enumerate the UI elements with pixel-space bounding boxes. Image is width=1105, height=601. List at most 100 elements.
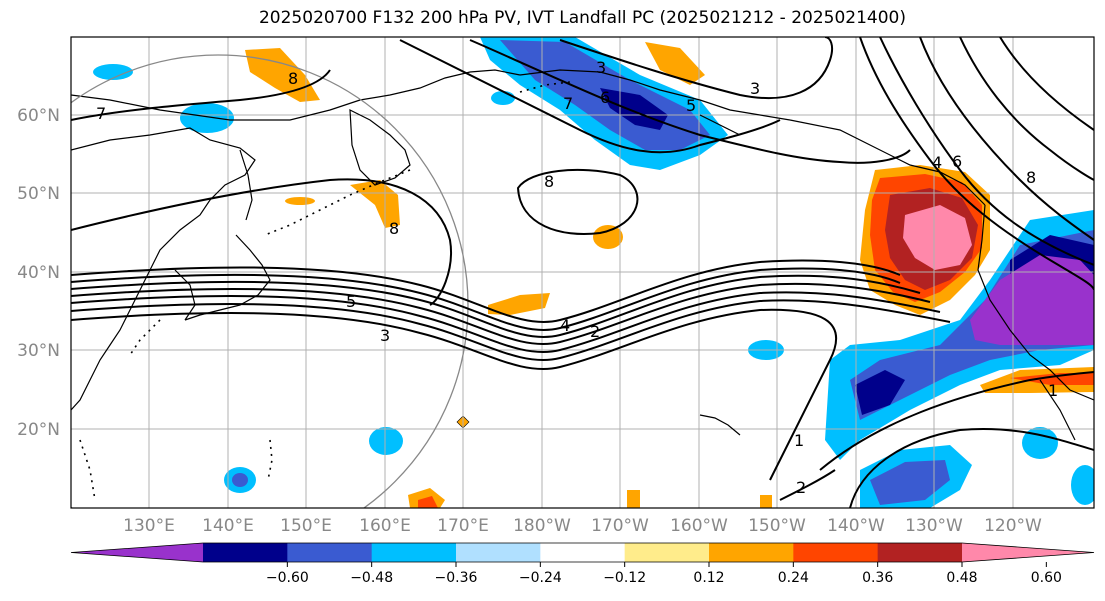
alaska-peninsula bbox=[699, 114, 741, 136]
coastlines bbox=[71, 69, 1094, 441]
lon-label: 130°E bbox=[123, 516, 175, 536]
contour-label: 8 bbox=[1026, 168, 1036, 187]
colorbar-segment bbox=[371, 543, 457, 562]
colorbar-tick-label: −0.48 bbox=[350, 570, 393, 586]
colorbar-segment bbox=[456, 543, 541, 562]
colorbar-segment bbox=[540, 543, 626, 562]
lat-label: 30°N bbox=[17, 341, 60, 361]
negative-region-east-dark bbox=[855, 370, 905, 415]
contour-label: 7 bbox=[563, 94, 573, 113]
contour-label: 8 bbox=[288, 69, 298, 88]
contour-label: 8 bbox=[544, 172, 554, 191]
baja bbox=[1039, 379, 1076, 441]
canada-coast bbox=[789, 119, 986, 206]
lon-label: 140°E bbox=[202, 516, 254, 536]
negative-patch bbox=[369, 427, 403, 455]
contour-label: 8 bbox=[389, 219, 399, 238]
lon-label: 150°W bbox=[748, 516, 806, 536]
negative-region-north-dark bbox=[600, 88, 668, 130]
map-panel: 7 8 3 6 7 5 3 8 8 6 8 5 3 4 2 1 2 1 4 bbox=[71, 37, 1094, 508]
colorbar-outline bbox=[70, 542, 1095, 563]
contour-label: 4 bbox=[560, 316, 570, 335]
contour-label: 1 bbox=[794, 431, 804, 450]
contour-label: 6 bbox=[600, 88, 610, 107]
contour-label: 5 bbox=[686, 96, 696, 115]
colorbar-tick-label: −0.60 bbox=[266, 570, 309, 586]
lon-label: 160°E bbox=[359, 516, 411, 536]
contour-label: 7 bbox=[96, 104, 106, 123]
negative-patch bbox=[93, 64, 133, 80]
radius-circle bbox=[71, 54, 469, 508]
asia-coast bbox=[71, 127, 256, 411]
korea bbox=[174, 269, 196, 321]
positive-patch-south3 bbox=[760, 495, 772, 508]
map-title: 2025020700 F132 200 hPa PV, IVT Landfall… bbox=[258, 8, 906, 28]
negative-patch bbox=[491, 91, 515, 105]
colorbar-extend-high bbox=[962, 543, 1094, 562]
lon-label: 170°E bbox=[437, 516, 489, 536]
alaska bbox=[519, 69, 791, 121]
lon-label: 140°W bbox=[827, 516, 885, 536]
aleutian-islands bbox=[79, 81, 571, 501]
colorbar-segment bbox=[287, 543, 373, 562]
positive-region-landfall-strong bbox=[903, 205, 972, 270]
lon-label: 130°W bbox=[905, 516, 963, 536]
hawaii bbox=[699, 414, 741, 436]
lat-label: 60°N bbox=[17, 106, 60, 126]
colorbar-tick-label: −0.36 bbox=[435, 570, 478, 586]
sakhalin bbox=[239, 149, 253, 221]
contour-label: 5 bbox=[346, 292, 356, 311]
contour-labels: 7 8 3 6 7 5 3 8 8 6 8 5 3 4 2 1 2 1 4 bbox=[96, 58, 1058, 497]
positive-region-north-central bbox=[645, 42, 705, 85]
colorbar-tick-label: 0.48 bbox=[946, 570, 977, 586]
map-border bbox=[70, 36, 1095, 509]
contour-label: 4 bbox=[932, 153, 942, 172]
contour-label: 3 bbox=[380, 326, 390, 345]
contour-label: 3 bbox=[596, 58, 606, 77]
positive-patch bbox=[285, 197, 315, 205]
lon-label: 170°W bbox=[591, 516, 649, 536]
positive-region-subtropical-core bbox=[1010, 373, 1094, 385]
positive-region-central bbox=[488, 293, 550, 315]
lon-label: 180°W bbox=[513, 516, 571, 536]
colorbar-tick-label: 0.36 bbox=[862, 570, 893, 586]
colorbar-tick-label: 0.60 bbox=[1031, 570, 1062, 586]
contour-8-loop bbox=[516, 168, 639, 235]
positive-region-kuril bbox=[350, 180, 400, 228]
lat-label: 50°N bbox=[17, 184, 60, 204]
negative-region-south-mid bbox=[870, 460, 950, 505]
colorbar-tick-label: 0.12 bbox=[693, 570, 724, 586]
longitude-labels: 130°E 140°E 150°E 160°E 170°E 180°W 170°… bbox=[123, 516, 1042, 536]
negative-patch bbox=[1022, 427, 1058, 459]
colorbar-segment bbox=[624, 543, 710, 562]
colorbar-extend-low bbox=[71, 543, 203, 562]
colorbar-tick-label: 0.24 bbox=[778, 570, 809, 586]
latitude-labels: 60°N 50°N 40°N 30°N 20°N bbox=[17, 106, 60, 440]
colorbar-tick-label: −0.24 bbox=[519, 570, 562, 586]
kamchatka bbox=[349, 109, 411, 186]
lat-label: 20°N bbox=[17, 420, 60, 440]
colorbar-segment bbox=[709, 543, 794, 562]
siberia-coast bbox=[71, 69, 521, 121]
lon-label: 150°E bbox=[280, 516, 332, 536]
negative-patch bbox=[232, 473, 248, 487]
colorbar-segment bbox=[793, 543, 879, 562]
contour-label: 2 bbox=[796, 478, 806, 497]
lon-label: 160°W bbox=[670, 516, 728, 536]
lat-label: 40°N bbox=[17, 263, 60, 283]
colorbar-segment bbox=[203, 543, 288, 562]
contour-label: 1 bbox=[1048, 381, 1058, 400]
negative-region-east-strong bbox=[970, 255, 1094, 345]
negative-patch bbox=[180, 103, 234, 133]
ivt-contours bbox=[71, 37, 1094, 508]
positive-patch bbox=[593, 225, 623, 249]
lon-label: 120°W bbox=[984, 516, 1042, 536]
contour-label: 2 bbox=[590, 322, 600, 341]
colorbar-tick-label: −0.12 bbox=[603, 570, 646, 586]
negative-patch bbox=[1071, 465, 1094, 505]
us-coast bbox=[977, 204, 1094, 401]
colorbar: −0.60 −0.48 −0.36 −0.24 −0.12 0.12 0.24 0.36 0.4… bbox=[70, 542, 1095, 586]
colorbar-segment bbox=[877, 543, 963, 562]
positive-patch-south-core bbox=[418, 496, 438, 508]
